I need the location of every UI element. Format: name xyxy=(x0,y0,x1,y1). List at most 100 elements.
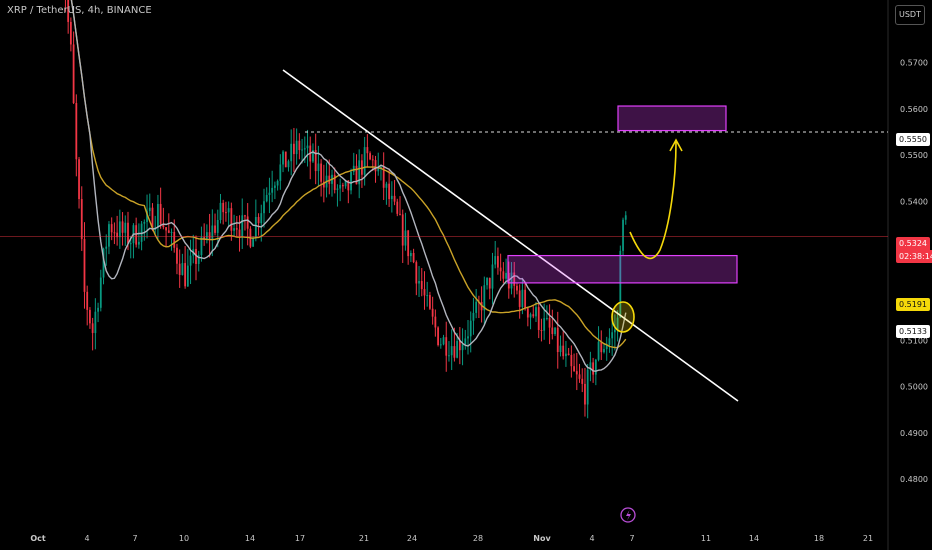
candle xyxy=(312,143,314,163)
candle xyxy=(565,340,567,367)
candle xyxy=(254,199,257,242)
arrow-head xyxy=(669,138,683,152)
candle xyxy=(94,298,97,350)
candle xyxy=(265,187,268,203)
candle xyxy=(284,151,287,168)
time-tick-label: 21 xyxy=(863,534,873,543)
candle xyxy=(554,327,556,336)
ma-yellow-label: 0.5191 xyxy=(896,298,930,311)
candle xyxy=(404,212,407,251)
ma-white-label: 0.5133 xyxy=(896,325,930,338)
candle xyxy=(518,284,521,319)
candle xyxy=(314,133,317,185)
candle xyxy=(399,196,401,216)
time-tick-label: Nov xyxy=(533,534,551,543)
candle xyxy=(488,277,491,300)
time-tick-label: 24 xyxy=(407,534,417,543)
candle xyxy=(244,214,246,231)
candle xyxy=(385,181,388,205)
candle xyxy=(516,282,518,295)
candle xyxy=(105,234,108,266)
candle xyxy=(423,271,426,310)
candle xyxy=(69,17,72,52)
candle xyxy=(64,0,66,12)
candle xyxy=(388,168,391,207)
time-tick-label: 28 xyxy=(473,534,483,543)
candle xyxy=(374,155,377,183)
candle xyxy=(548,304,551,345)
candle xyxy=(260,204,263,242)
candle xyxy=(524,282,527,311)
candle xyxy=(108,221,110,255)
candle xyxy=(137,223,140,249)
candle xyxy=(197,250,200,272)
price-axis[interactable]: 0.5700 0.5600 0.5500 0.5400 0.5100 0.5000 0.49… xyxy=(900,59,928,485)
breakout-zone[interactable] xyxy=(507,254,738,284)
candle xyxy=(205,224,208,244)
candle xyxy=(290,129,293,176)
breakout-circle xyxy=(611,301,635,333)
candle xyxy=(99,269,102,312)
trendline[interactable] xyxy=(282,69,739,402)
candle xyxy=(257,213,260,236)
candle xyxy=(369,151,371,161)
candle xyxy=(91,317,94,351)
candle xyxy=(442,334,445,346)
candle xyxy=(486,277,488,290)
candle xyxy=(461,328,464,366)
time-tick-label: 11 xyxy=(701,534,711,543)
candle xyxy=(448,341,450,362)
candle xyxy=(502,262,505,284)
time-axis[interactable]: Oct 4 7 10 14 17 21 24 28 Nov 4 7 11 14 18 21 xyxy=(30,534,873,543)
candle xyxy=(540,318,543,342)
candle xyxy=(589,351,592,382)
candle xyxy=(282,150,284,173)
price-tick-label: 0.5400 xyxy=(900,197,928,206)
candle xyxy=(594,358,597,386)
candle xyxy=(420,268,423,297)
time-tick-label: 21 xyxy=(359,534,369,543)
candle xyxy=(80,186,83,251)
time-tick-label: 18 xyxy=(814,534,824,543)
candle xyxy=(350,168,352,195)
candle xyxy=(434,309,437,337)
candle xyxy=(535,302,537,322)
candle xyxy=(453,327,456,362)
candle xyxy=(526,307,529,327)
time-tick-label: 17 xyxy=(295,534,305,543)
candle xyxy=(393,179,396,206)
candle xyxy=(230,202,233,241)
candle xyxy=(178,249,181,288)
candle xyxy=(396,198,399,217)
price-tick-label: 0.5500 xyxy=(900,151,928,160)
candle xyxy=(200,226,203,262)
candle xyxy=(287,159,290,172)
candle xyxy=(222,199,225,225)
candle xyxy=(118,209,121,249)
candle xyxy=(72,31,75,105)
candle xyxy=(415,260,418,296)
candle xyxy=(75,94,78,177)
candle xyxy=(159,187,162,229)
candle xyxy=(271,170,274,203)
target-zone[interactable] xyxy=(617,105,727,132)
time-tick-label: 7 xyxy=(132,534,137,543)
currency-button[interactable]: USDT xyxy=(895,5,925,25)
candle xyxy=(578,363,581,383)
candle xyxy=(216,209,219,248)
candle xyxy=(409,250,412,263)
candle xyxy=(613,314,616,351)
candle xyxy=(219,193,222,224)
candle xyxy=(464,329,467,350)
candle xyxy=(605,336,608,361)
candle xyxy=(78,156,80,209)
candle xyxy=(67,0,70,34)
candle xyxy=(339,178,342,202)
candle xyxy=(439,337,442,349)
lightning-icon[interactable] xyxy=(620,507,636,523)
target-price-label: 0.5550 xyxy=(896,133,930,146)
candle xyxy=(608,328,611,353)
candle xyxy=(208,213,211,258)
candle xyxy=(445,321,448,372)
